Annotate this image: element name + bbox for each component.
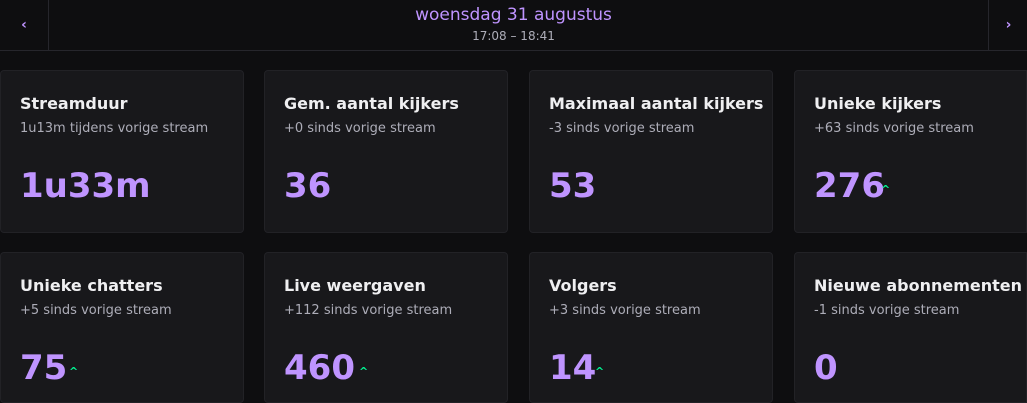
stat-label: Unieke chatters [20,276,163,295]
stat-change: +112 sinds vorige stream [284,303,453,318]
stat-card: Streamduur 1u13m tijdens vorige stream 1u3… [0,70,244,233]
stat-change: +63 sinds vorige stream [814,121,974,136]
stat-card: Volgers +3 sinds vorige stream 14 ^ [529,252,773,403]
stat-card: Maximaal aantal kijkers -3 sinds vorige s… [529,70,773,233]
prev-button[interactable]: ‹ [0,0,49,50]
stat-card: Nieuwe abonnementen -1 sinds vorige strea… [794,252,1027,403]
stat-change: -3 sinds vorige stream [549,121,695,136]
trend-up-icon: ^ [881,183,891,196]
stat-value: 75 [20,348,68,388]
stat-card: Live weergaven +112 sinds vorige stream 46… [264,252,508,403]
stat-label: Volgers [549,276,617,295]
stat-card: Gem. aantal kijkers +0 sinds vorige strea… [264,70,508,233]
date-bar: ‹ woensdag 31 augustus 17:08 – 18:41 › [0,0,1027,51]
next-button[interactable]: › [988,0,1027,50]
stat-change: +3 sinds vorige stream [549,303,701,318]
stat-card: Unieke kijkers +63 sinds vorige stream 276… [794,70,1027,233]
stat-value: 276 [814,166,885,206]
stat-label: Nieuwe abonnementen [814,276,1022,295]
trend-up-icon: ^ [69,365,79,378]
trend-up-icon: ^ [359,365,369,378]
date-title: woensdag 31 augustus [415,5,612,25]
stat-change: -1 sinds vorige stream [814,303,960,318]
stat-label: Live weergaven [284,276,426,295]
time-range: 17:08 – 18:41 [472,29,555,43]
stat-label: Gem. aantal kijkers [284,94,459,113]
trend-up-icon: ^ [595,365,605,378]
stat-change: 1u13m tijdens vorige stream [20,121,209,136]
stat-change: +0 sinds vorige stream [284,121,436,136]
stat-label: Maximaal aantal kijkers [549,94,764,113]
stat-value: 53 [549,166,597,206]
stat-value: 36 [284,166,332,206]
stat-value: 460 [284,348,355,388]
stat-value: 1u33m [20,166,151,206]
stat-value: 14 [549,348,597,388]
stat-change: +5 sinds vorige stream [20,303,172,318]
stat-label: Streamduur [20,94,128,113]
stat-card: Unieke chatters +5 sinds vorige stream 75 ^ [0,252,244,403]
stat-label: Unieke kijkers [814,94,942,113]
stat-value: 0 [814,348,838,388]
